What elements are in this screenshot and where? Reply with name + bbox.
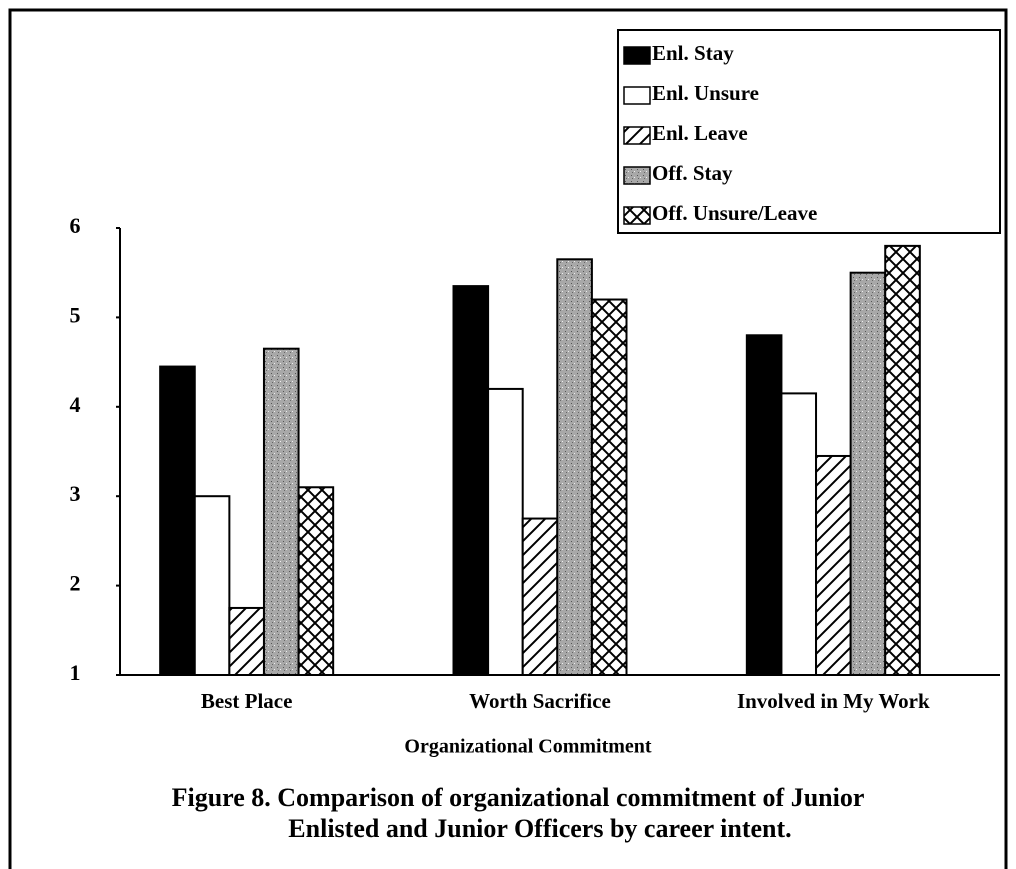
frame <box>8 8 1008 869</box>
bar <box>193 495 231 677</box>
x-tick-label: Worth Sacrifice <box>469 689 611 713</box>
legend-label: Enl. Stay <box>652 41 734 65</box>
legend-label: Enl. Leave <box>652 121 748 145</box>
x-axis-label: Organizational Commitment <box>404 736 652 758</box>
x-tick-label: Involved in My Work <box>737 689 930 713</box>
bar <box>452 285 490 676</box>
y-tick-label: 2 <box>70 571 81 596</box>
y-tick-label: 5 <box>70 302 81 327</box>
bar <box>487 387 524 676</box>
bar <box>815 454 852 676</box>
legend-swatch <box>623 166 651 185</box>
y-tick-label: 6 <box>70 213 81 238</box>
legend-box <box>617 29 1001 234</box>
bar <box>228 606 265 677</box>
y-tick-label: 3 <box>70 481 81 506</box>
caption-line: Enlisted and Junior Officers by career i… <box>288 814 791 843</box>
caption-line: Figure 8. Comparison of organizational c… <box>172 783 865 812</box>
y-tick-label: 1 <box>70 660 81 685</box>
bar <box>556 258 593 676</box>
legend-label: Off. Unsure/Leave <box>652 201 817 225</box>
legend-swatch <box>623 126 651 145</box>
bar <box>262 347 300 676</box>
x-tick-label: Best Place <box>201 689 293 713</box>
bar <box>159 365 196 676</box>
bar <box>297 486 335 677</box>
bar <box>884 244 921 676</box>
y-tick-label: 4 <box>70 392 81 417</box>
bar <box>745 334 783 676</box>
legend-label: Off. Stay <box>652 161 733 185</box>
bar <box>521 517 559 676</box>
bar <box>849 271 887 676</box>
legend-swatch <box>623 46 651 65</box>
legend-swatch <box>623 86 651 105</box>
legend-swatch <box>623 206 651 225</box>
bar <box>590 298 628 676</box>
legend-label: Enl. Unsure <box>652 81 759 105</box>
bar <box>780 392 818 676</box>
